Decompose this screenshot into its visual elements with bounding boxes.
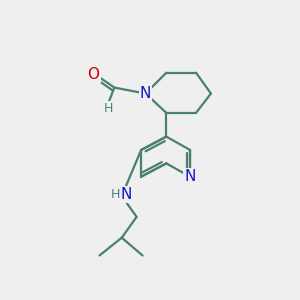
Text: O: O [88,67,100,82]
Text: H: H [104,102,113,115]
Text: N: N [140,86,151,101]
Text: H: H [110,188,120,201]
Text: N: N [121,187,132,202]
Text: N: N [184,169,196,184]
